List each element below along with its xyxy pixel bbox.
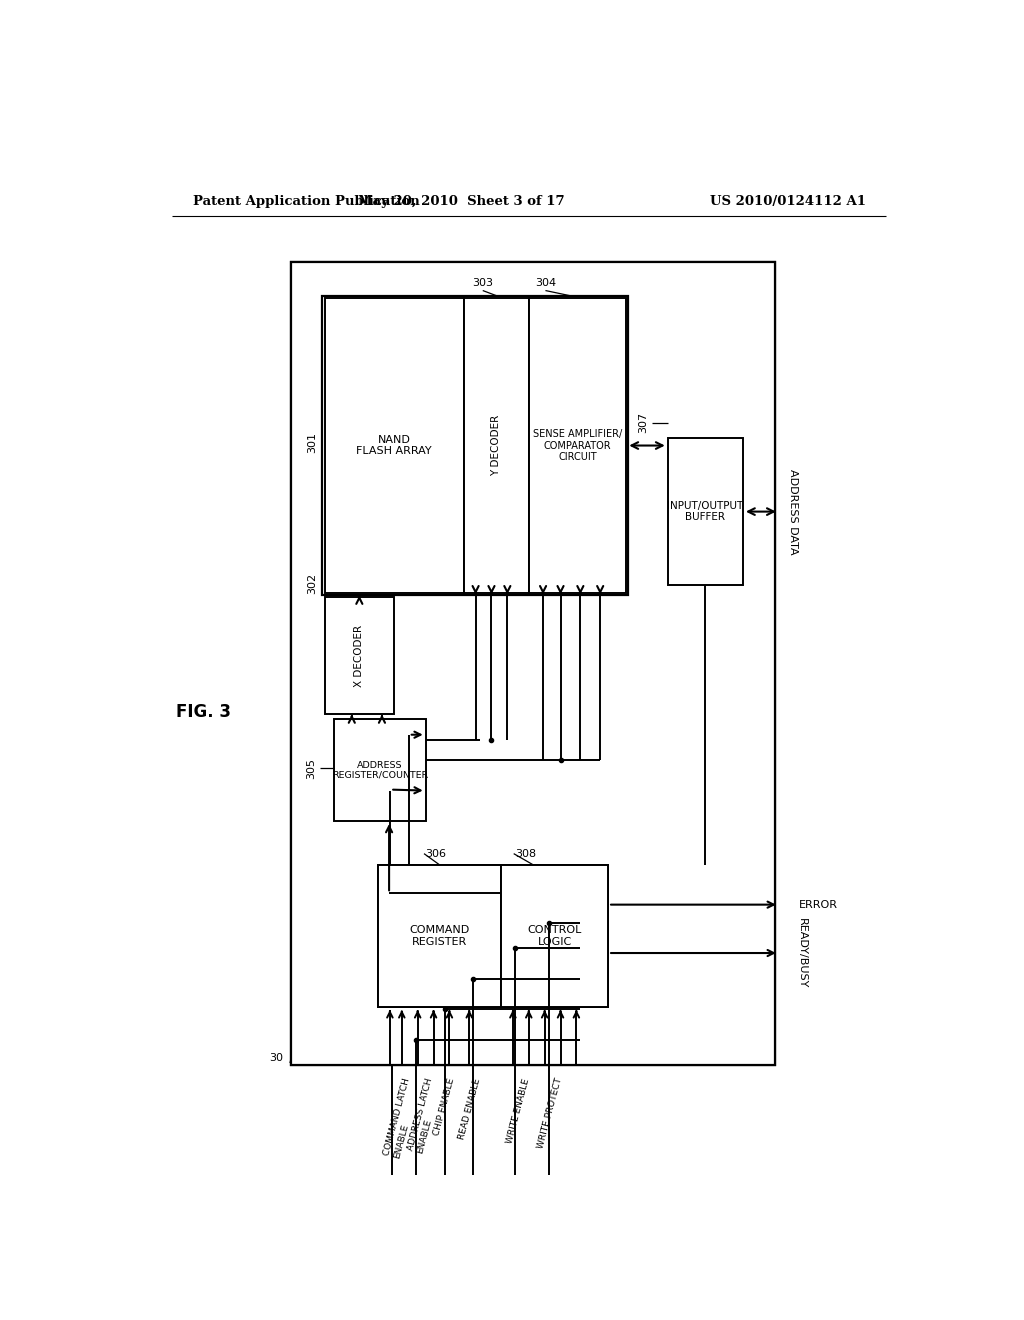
Text: 30: 30: [269, 1053, 284, 1063]
Text: X DECODER: X DECODER: [354, 624, 365, 686]
Text: CONTROL
LOGIC: CONTROL LOGIC: [527, 925, 582, 946]
Text: May 20, 2010  Sheet 3 of 17: May 20, 2010 Sheet 3 of 17: [358, 194, 564, 207]
Text: COMMAND
REGISTER: COMMAND REGISTER: [410, 925, 470, 946]
Text: ADDRESS LATCH
ENABLE: ADDRESS LATCH ENABLE: [406, 1077, 443, 1154]
Text: SENSE AMPLIFIER/
COMPARATOR
CIRCUIT: SENSE AMPLIFIER/ COMPARATOR CIRCUIT: [532, 429, 623, 462]
Bar: [501, 865, 608, 1007]
Text: ERROR: ERROR: [799, 900, 838, 909]
Bar: [334, 719, 426, 821]
Bar: [378, 865, 501, 1007]
Text: Y DECODER: Y DECODER: [492, 414, 501, 477]
Text: 304: 304: [535, 279, 556, 289]
Text: WRITE ENABLE: WRITE ENABLE: [505, 1077, 531, 1144]
Bar: [291, 263, 775, 1065]
Bar: [501, 865, 608, 1007]
Text: ADDRESS DATA: ADDRESS DATA: [788, 469, 798, 554]
Text: WRITE PROTECT: WRITE PROTECT: [537, 1077, 564, 1150]
Text: 302: 302: [307, 573, 316, 594]
Bar: [528, 297, 627, 594]
Text: FIG. 3: FIG. 3: [176, 704, 230, 721]
Text: 301: 301: [307, 433, 316, 454]
Text: INPUT/OUTPUT
BUFFER: INPUT/OUTPUT BUFFER: [668, 500, 743, 523]
Text: ADDRESS
REGISTER/COUNTER: ADDRESS REGISTER/COUNTER: [332, 760, 428, 780]
Bar: [378, 865, 501, 1007]
Text: 306: 306: [426, 849, 446, 858]
Text: READY/BUSY: READY/BUSY: [797, 917, 807, 989]
Text: Patent Application Publication: Patent Application Publication: [194, 194, 420, 207]
Text: 303: 303: [472, 279, 494, 289]
Bar: [464, 297, 528, 594]
Bar: [291, 263, 775, 1065]
Bar: [668, 438, 743, 585]
Text: CHIP ENABLE: CHIP ENABLE: [432, 1077, 456, 1137]
Text: 305: 305: [306, 758, 316, 779]
Bar: [323, 296, 628, 595]
Bar: [325, 297, 464, 594]
Text: COMMAND LATCH
ENABLE: COMMAND LATCH ENABLE: [382, 1077, 421, 1159]
Text: US 2010/0124112 A1: US 2010/0124112 A1: [710, 194, 866, 207]
Bar: [325, 598, 394, 714]
Text: 308: 308: [515, 849, 537, 858]
Text: 307: 307: [638, 412, 648, 433]
Text: READ ENABLE: READ ENABLE: [458, 1077, 482, 1140]
Bar: [374, 859, 612, 1012]
Text: NAND
FLASH ARRAY: NAND FLASH ARRAY: [356, 434, 432, 457]
